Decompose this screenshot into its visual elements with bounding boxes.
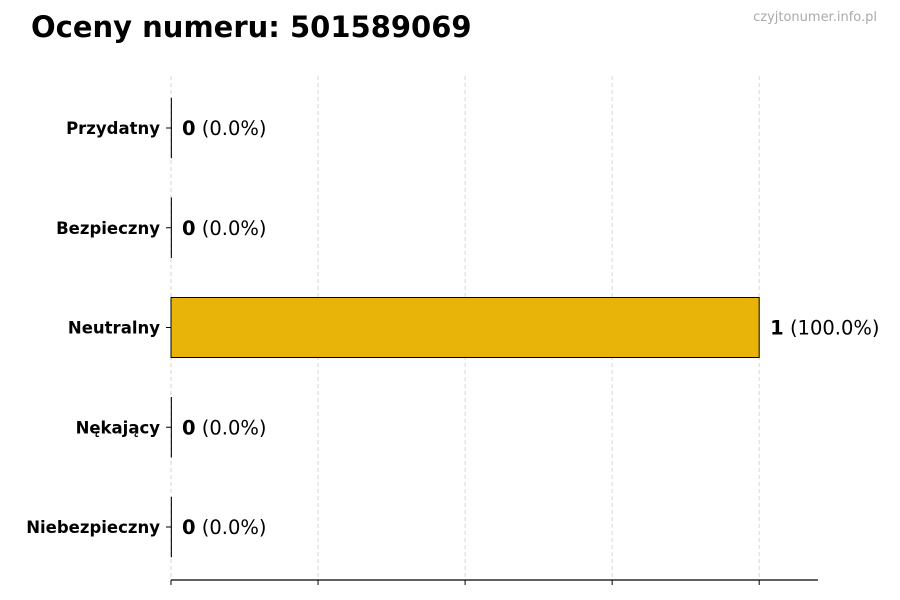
category-label: Neutralny: [68, 319, 160, 338]
bar-neutralny: [170, 297, 760, 358]
bar-przydatny: [170, 97, 173, 159]
category-label: Nękający: [76, 418, 161, 437]
data-label-count: 0: [182, 416, 196, 439]
data-label-count: 0: [182, 516, 196, 539]
data-label-count: 0: [182, 217, 196, 240]
data-label: 0 (0.0%): [182, 117, 267, 140]
category-label: Niebezpieczny: [26, 518, 160, 537]
data-label-percent: (0.0%): [196, 217, 267, 240]
data-label: 0 (0.0%): [182, 416, 267, 439]
chart-title: Oceny numeru: 501589069: [31, 10, 472, 44]
data-label-count: 0: [182, 117, 196, 140]
bar-bezpieczny: [170, 197, 173, 258]
category-label: Bezpieczny: [56, 219, 160, 238]
watermark: czyjtonumer.info.pl: [753, 10, 877, 25]
data-label: 0 (0.0%): [182, 516, 267, 539]
data-label: 0 (0.0%): [182, 217, 267, 240]
data-label-percent: (0.0%): [196, 516, 267, 539]
data-label-percent: (100.0%): [784, 317, 880, 340]
data-label-percent: (0.0%): [196, 117, 267, 140]
category-label: Przydatny: [66, 119, 160, 138]
bar-niebezpieczny: [170, 496, 173, 558]
data-label-percent: (0.0%): [196, 416, 267, 439]
data-label: 1 (100.0%): [770, 317, 879, 340]
bar-nękający: [170, 397, 173, 458]
data-label-count: 1: [770, 317, 784, 340]
